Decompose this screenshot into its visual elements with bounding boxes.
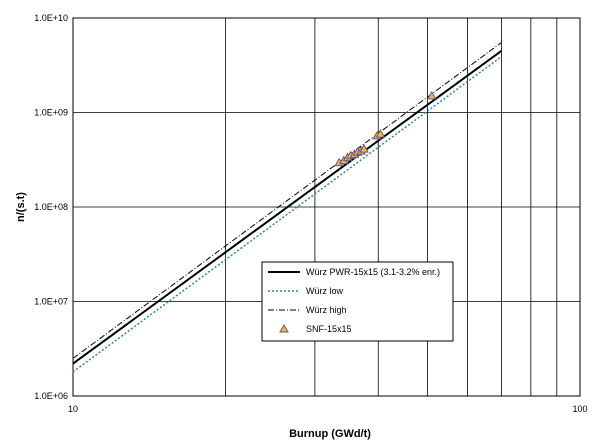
y-tick-labels: 1.0E+06 1.0E+07 1.0E+08 1.0E+09 1.0E+10 bbox=[34, 13, 68, 401]
legend-label-0: Würz PWR-15x15 (3.1-3.2% enr.) bbox=[306, 267, 440, 277]
x-tick-labels: 10 100 bbox=[68, 404, 588, 414]
y-tick-label: 1.0E+09 bbox=[34, 108, 68, 118]
legend-label-3: SNF-15x15 bbox=[306, 324, 352, 334]
legend-box bbox=[261, 261, 454, 342]
y-tick-label: 1.0E+07 bbox=[34, 297, 68, 307]
data-point bbox=[426, 90, 437, 100]
x-tick-label: 100 bbox=[572, 404, 587, 414]
legend-label-2: Würz high bbox=[306, 305, 347, 315]
x-tick-label: 10 bbox=[68, 404, 78, 414]
legend: Würz PWR-15x15 (3.1-3.2% enr.) Würz low … bbox=[261, 261, 454, 342]
legend-swatch-3 bbox=[279, 323, 289, 333]
series-line-0 bbox=[72, 49, 503, 365]
x-axis-title: Burnup (GWd/t) bbox=[289, 428, 371, 440]
y-tick-label: 1.0E+06 bbox=[34, 391, 68, 401]
series-markers bbox=[334, 90, 437, 167]
series-line-1 bbox=[72, 55, 502, 373]
data-point bbox=[375, 129, 386, 138]
data-point bbox=[359, 144, 369, 153]
y-axis-title: n/(s.t) bbox=[15, 192, 27, 222]
y-tick-label: 1.0E+10 bbox=[34, 13, 68, 23]
y-tick-label: 1.0E+08 bbox=[34, 202, 68, 212]
legend-label-1: Würz low bbox=[306, 286, 344, 296]
